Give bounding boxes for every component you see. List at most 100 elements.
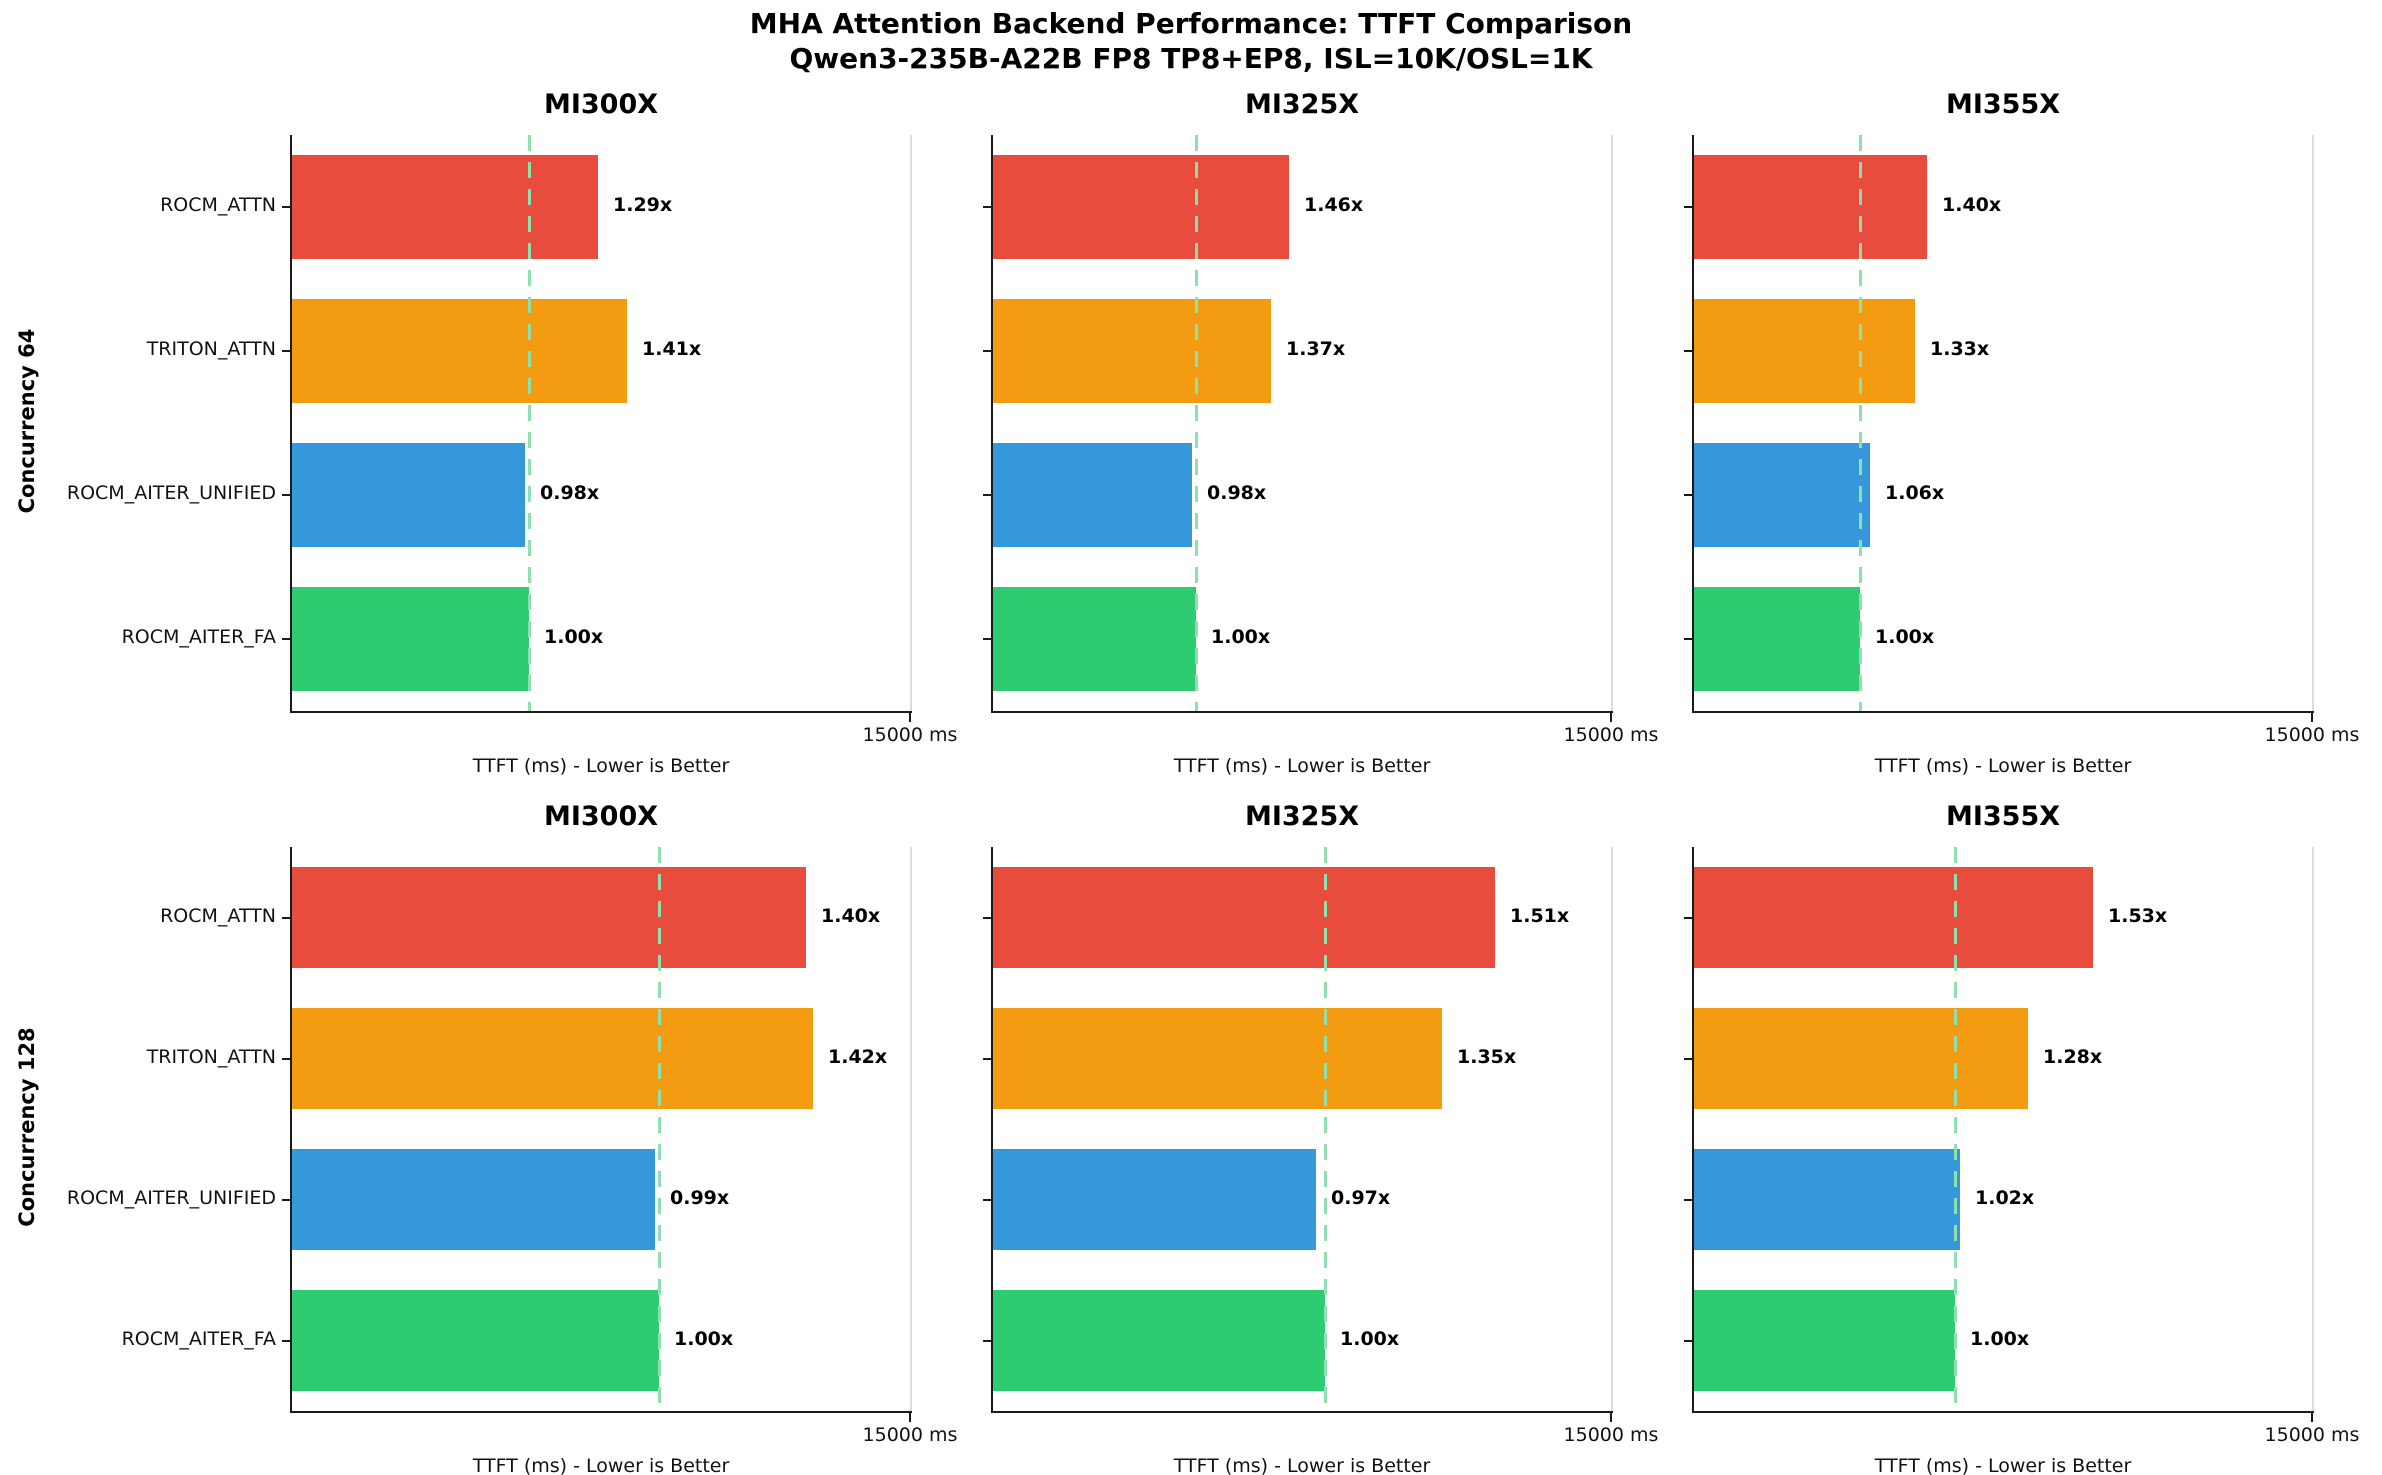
figure-title: MHA Attention Backend Performance: TTFT … [749,7,1633,40]
category-label-triton-attn: TRITON_ATTN [146,1045,276,1068]
x-tick-label: 15000 ms [862,1424,958,1446]
right-spine [910,135,912,711]
x-tick-label: 15000 ms [2264,1424,2360,1446]
panel-title: MI355X [1945,89,2061,120]
bar-value-label: 1.42x [828,1045,888,1068]
bar-rocm-aiter-unified [993,443,1192,547]
category-label-rocm-attn: ROCM_ATTN [160,904,276,927]
bar-rocm-aiter-unified [292,443,525,547]
panel-title: MI300X [543,801,659,832]
x-tick [1610,1413,1612,1422]
figure-subtitle: Qwen3-235B-A22B FP8 TP8+EP8, ISL=10K/OSL… [789,42,1593,75]
right-spine [910,847,912,1411]
panel-mi325x-concurrency-128: MI325X 1.51x 1.35x 0.97x 1.00x 15000 ms TTFT (… [983,801,1658,1475]
bar-value-label: 1.35x [1457,1045,1517,1068]
bar-value-label: 1.28x [2043,1045,2103,1068]
y-tick [282,638,292,640]
bar-value-label: 0.99x [670,1186,730,1209]
bar-rocm-aiter-fa [292,587,529,691]
bar-value-label: 0.98x [540,482,600,504]
x-axis-spine [991,1411,1613,1413]
y-tick [282,206,292,208]
y-tick [282,350,292,352]
bar-rocm-aiter-fa [993,587,1196,691]
y-tick [983,1339,993,1342]
category-label-rocm-aiter-unified: ROCM_AITER_UNIFIED [66,482,276,504]
y-tick [983,638,993,640]
x-tick-label: 15000 ms [862,724,958,746]
bar-rocm-attn [993,866,1495,969]
bar-value-label: 1.00x [544,626,604,648]
bar-rocm-aiter-unified [292,1148,655,1251]
baseline-dashed-line [1195,135,1198,711]
y-tick [1684,206,1694,208]
bar-rocm-attn [292,155,598,259]
bar-value-label: 1.37x [1286,338,1346,360]
bar-value-label: 1.41x [642,338,702,360]
row-label-concurrency-64: Concurrency 64 [15,328,39,514]
x-axis-spine [290,1411,912,1413]
bar-value-label: 1.00x [1211,626,1271,648]
y-axis-spine [991,847,993,1413]
x-axis-label: TTFT (ms) - Lower is Better [1874,755,2132,777]
y-tick [1684,1198,1694,1201]
panel-mi300x-concurrency-64: MI300X ROCM_ATTN 1.29x TRITON_ATTN 1.41x ROCM… [67,89,958,777]
bar-value-label: 1.06x [1885,482,1945,504]
category-label-rocm-aiter-fa: ROCM_AITER_FA [121,626,276,648]
panel-mi325x-concurrency-64: MI325X 1.46x 1.37x 0.98x 1.00x 15000 ms TTFT (… [983,89,1658,777]
baseline-dashed-line [1859,135,1862,711]
bar-value-label: 1.02x [1975,1186,2035,1209]
x-tick-label: 15000 ms [2264,724,2360,746]
y-axis-spine [991,135,993,713]
y-tick [282,1057,292,1060]
y-tick [282,916,292,919]
category-label-rocm-aiter-fa: ROCM_AITER_FA [121,1327,276,1350]
x-axis-label: TTFT (ms) - Lower is Better [1874,1455,2132,1475]
x-tick [909,713,911,722]
bar-value-label: 1.51x [1510,904,1570,927]
baseline-dashed-line [1324,847,1327,1411]
x-tick-label: 15000 ms [1563,724,1659,746]
x-tick-label: 15000 ms [1563,1424,1659,1446]
category-label-triton-attn: TRITON_ATTN [146,338,276,360]
x-axis-spine [1692,1411,2314,1413]
category-label-rocm-aiter-unified: ROCM_AITER_UNIFIED [66,1186,276,1209]
y-tick [983,206,993,208]
bar-value-label: 1.33x [1930,338,1990,360]
panel-title: MI325X [1244,89,1360,120]
panel-mi355x-concurrency-128: MI355X 1.53x 1.28x 1.02x 1.00x 15000 ms TTFT (… [1684,801,2359,1475]
bar-value-label: 1.29x [613,194,673,216]
x-tick [1610,713,1612,722]
bar-value-label: 1.46x [1304,194,1364,216]
bar-value-label: 1.53x [2108,904,2168,927]
y-axis-spine [1692,135,1694,713]
x-axis-label: TTFT (ms) - Lower is Better [1173,1455,1431,1475]
x-axis-label: TTFT (ms) - Lower is Better [472,1455,730,1475]
category-label-rocm-attn: ROCM_ATTN [160,194,276,216]
x-axis-spine [1692,711,2314,713]
x-axis-spine [991,711,1613,713]
y-tick [282,1198,292,1201]
bar-rocm-attn [292,866,806,969]
panel-title: MI300X [543,89,659,120]
bar-value-label: 0.97x [1331,1186,1391,1209]
bar-rocm-aiter-fa [1694,1289,1955,1392]
x-tick [2311,713,2313,722]
x-tick [2311,1413,2313,1422]
bar-rocm-attn [1694,155,1927,259]
y-tick [1684,1057,1694,1060]
x-axis-label: TTFT (ms) - Lower is Better [472,755,730,777]
right-spine [1611,847,1613,1411]
row-label-concurrency-128: Concurrency 128 [15,1027,39,1227]
bar-value-label: 1.00x [1875,626,1935,648]
bar-rocm-aiter-fa [993,1289,1325,1392]
bar-value-label: 1.00x [1970,1327,2030,1350]
baseline-dashed-line [658,847,661,1411]
y-axis-spine [1692,847,1694,1413]
bar-triton-attn [292,299,627,403]
bar-value-label: 1.40x [1942,194,2002,216]
bar-rocm-aiter-fa [292,1289,659,1392]
y-tick [983,1057,993,1060]
bar-triton-attn [1694,1007,2028,1110]
